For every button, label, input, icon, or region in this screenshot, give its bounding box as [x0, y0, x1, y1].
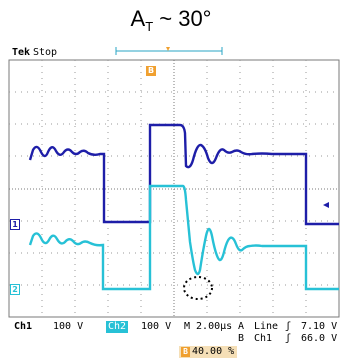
ch1-label: Ch1	[14, 321, 33, 332]
highlight-circle	[183, 276, 213, 300]
trigger-a-label: A	[238, 321, 245, 332]
brand-label: Tek	[12, 47, 31, 58]
ch2-label: Ch2	[106, 321, 129, 333]
record-bracket	[115, 47, 223, 55]
title-main: A	[130, 6, 146, 31]
figure-title: AT ~ 30°	[0, 6, 342, 34]
run-status: Stop	[33, 47, 58, 58]
horizontal-position-value: 40.00 %	[192, 346, 235, 357]
trigger-a-slope-icon: ʃ	[285, 321, 292, 332]
ch1-trace	[28, 123, 339, 226]
trigger-a-source: Line	[254, 321, 279, 332]
trigger-position-icon: B	[181, 347, 190, 357]
trigger-position-marker: B	[146, 66, 156, 76]
ch2-ground-marker: 2	[10, 284, 20, 295]
title-suffix: ~ 30°	[153, 6, 212, 31]
trigger-b-slope-icon: ʃ	[285, 333, 292, 344]
horizontal-position-readout: B 40.00 %	[179, 346, 238, 358]
timebase-readout: M 2.00µs	[184, 321, 233, 332]
trigger-b-level: 66.0 V	[301, 333, 338, 344]
trigger-b-label: B	[238, 333, 245, 344]
trigger-level-arrow	[323, 202, 329, 208]
trigger-a-level: 7.10 V	[301, 321, 338, 332]
ch2-scale: 100 V	[141, 321, 172, 332]
title-subscript: T	[145, 19, 154, 34]
ch1-scale: 100 V	[53, 321, 84, 332]
trigger-b-source: Ch1	[254, 333, 273, 344]
ch1-ground-marker: 1	[10, 219, 20, 230]
graticule-center-axes	[9, 60, 339, 317]
ch2-trace	[28, 184, 339, 291]
